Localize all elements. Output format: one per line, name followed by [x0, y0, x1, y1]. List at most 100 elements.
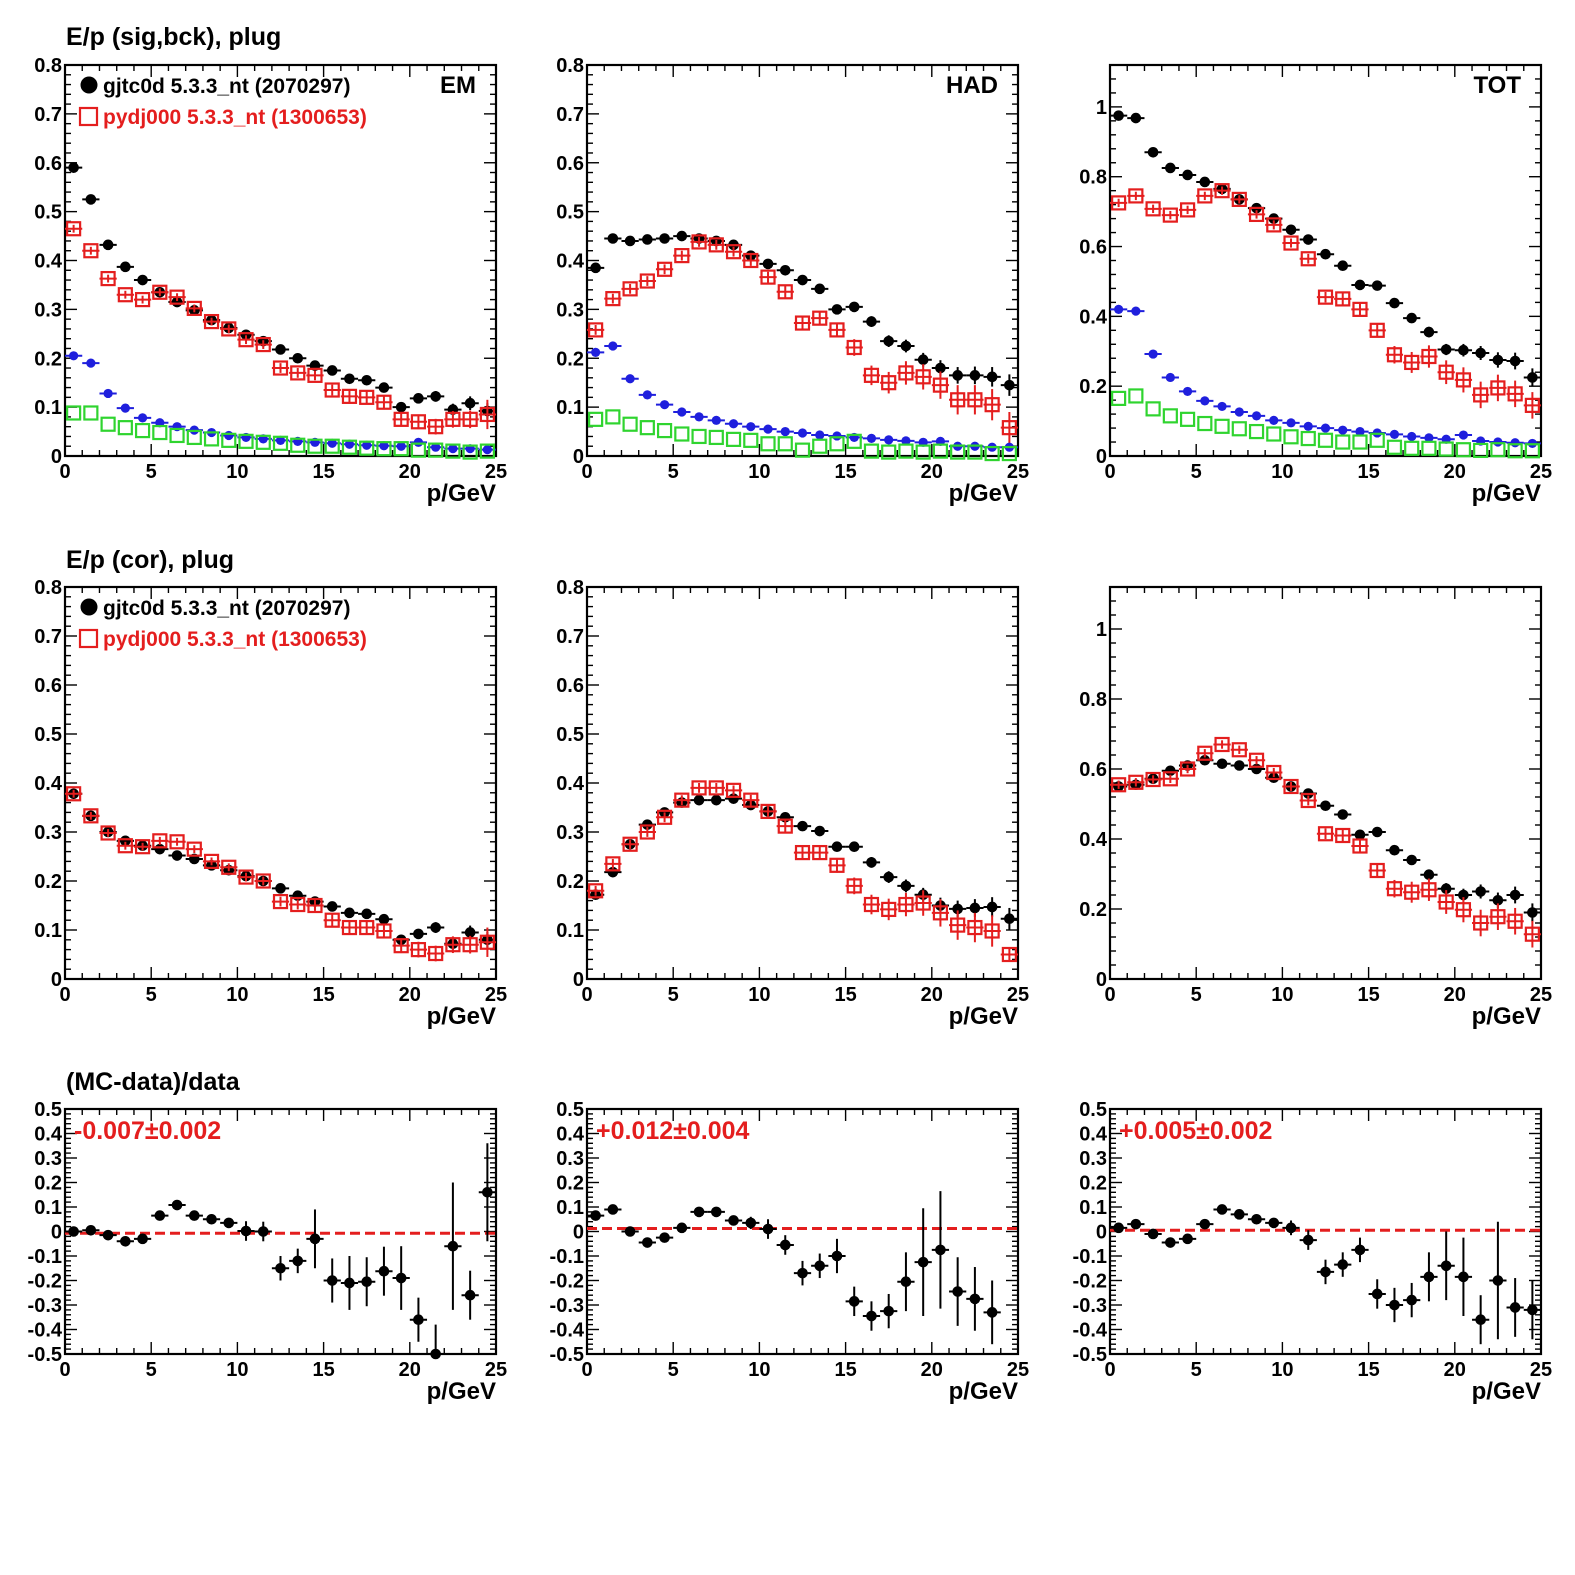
x-tick-label: 25 — [485, 461, 507, 483]
background-point — [1162, 408, 1178, 424]
plot-frame — [585, 1107, 1020, 1356]
data-point — [292, 890, 304, 901]
mc-point — [777, 284, 793, 300]
data-point — [1406, 1294, 1417, 1306]
background-point — [622, 416, 638, 432]
mc-point — [794, 844, 811, 861]
x-tick-label: 5 — [1191, 984, 1202, 1006]
mc-point — [605, 291, 621, 307]
x-tick-label: 0 — [581, 984, 592, 1006]
y-tick-label: 0 — [573, 1222, 584, 1244]
y-tick-label: -0.1 — [28, 1246, 62, 1268]
data-point — [171, 850, 183, 861]
mc-point — [829, 322, 845, 338]
x-tick-label: 15 — [312, 1359, 334, 1381]
signal-point — [1200, 396, 1210, 406]
x-tick-label: 15 — [312, 984, 334, 1006]
data-point — [464, 397, 476, 409]
mc-point — [1283, 235, 1299, 251]
y-tick-label: 0.3 — [556, 299, 584, 321]
data-point — [361, 908, 373, 920]
background-point — [169, 427, 185, 444]
background-point — [1317, 432, 1334, 448]
mc-point — [186, 300, 202, 316]
data-point — [1354, 1244, 1366, 1256]
x-tick-label: 25 — [1007, 984, 1029, 1006]
data-point — [464, 1289, 476, 1301]
data-point — [711, 794, 722, 806]
x-tick-label: 25 — [485, 1359, 507, 1381]
y-tick-label: 1 — [1096, 97, 1107, 119]
x-tick-label: 0 — [581, 461, 592, 483]
mc-point — [708, 780, 724, 796]
mc-point — [341, 919, 358, 936]
data-point — [1458, 1271, 1469, 1283]
mc-point — [812, 310, 828, 326]
data-point — [1234, 760, 1245, 771]
data-point — [68, 1226, 79, 1237]
background-point — [1128, 388, 1144, 404]
legend-mc-label: pydj000 5.3.3_nt (1300653) — [103, 628, 367, 651]
mc-point — [846, 339, 862, 356]
y-tick-label: 0.1 — [556, 397, 584, 419]
mc-point — [760, 803, 776, 820]
signal-point — [832, 431, 842, 441]
data-point — [1389, 1299, 1400, 1311]
data-point — [745, 1217, 757, 1229]
data-point — [693, 794, 705, 806]
mc-point — [691, 780, 707, 796]
data-point — [85, 1224, 97, 1236]
y-tick-label: 0 — [573, 446, 584, 468]
signal-point — [137, 413, 148, 423]
data-point — [917, 354, 929, 366]
x-tick-label: 25 — [1530, 461, 1552, 483]
data-point — [447, 1240, 459, 1252]
background-point — [898, 443, 914, 459]
data-point — [189, 1210, 200, 1221]
mc-point — [708, 237, 724, 253]
background-point — [656, 422, 673, 439]
series-ratio — [1110, 1204, 1541, 1345]
background-point — [1490, 442, 1506, 458]
mc-point — [290, 896, 306, 913]
background-point — [1300, 430, 1316, 447]
mc-point — [1386, 881, 1403, 897]
background-point — [290, 437, 306, 453]
y-tick-label: 0.6 — [34, 153, 62, 175]
x-tick-label: 20 — [921, 1359, 943, 1381]
y-tick-label: 0.1 — [34, 397, 62, 419]
data-point — [102, 1229, 114, 1241]
mc-point — [1001, 420, 1017, 436]
mc-point — [462, 937, 478, 953]
series-mc — [1110, 736, 1541, 948]
panel-r0c1: 0 5 10 15 20 25 0 0.1 0.2 0.3 0.4 0.5 0.6 0.7 0.8 p/GeV… — [556, 55, 1029, 507]
data-point — [866, 1310, 877, 1322]
mc-point — [272, 893, 289, 910]
panel-r1c0: 0 5 10 15 20 25 0 0.1 0.2 0.3 0.4 0.5 0.6 0.7 0.8 p/GeV… — [34, 577, 507, 1030]
signal-point — [1114, 304, 1124, 314]
panel-tag: EM — [440, 72, 476, 99]
mc-point — [307, 897, 323, 914]
y-tick-label: 0.7 — [556, 626, 584, 648]
signal-point — [763, 424, 773, 434]
data-point — [1216, 758, 1228, 770]
y-tick-label: 0.4 — [34, 1124, 63, 1146]
data-point — [1458, 889, 1469, 901]
data-point — [1113, 110, 1124, 121]
mc-point — [359, 919, 375, 936]
data-point — [1406, 312, 1417, 324]
data-point — [275, 344, 286, 355]
data-point — [969, 902, 981, 914]
background-point — [203, 431, 220, 447]
background-point — [812, 438, 828, 454]
x-tick-label: 25 — [1007, 461, 1029, 483]
signal-point — [1424, 433, 1434, 443]
data-point — [590, 262, 601, 274]
mc-point — [1145, 201, 1161, 217]
mc-point — [1300, 792, 1316, 809]
mc-point — [410, 941, 427, 958]
data-point — [1492, 354, 1504, 366]
panel-r0c2: 0 5 10 15 20 25 0 0.2 0.4 0.6 0.8 1 p/GeV TOT — [1079, 63, 1552, 507]
data-point — [361, 1276, 373, 1288]
background-point — [83, 405, 99, 421]
